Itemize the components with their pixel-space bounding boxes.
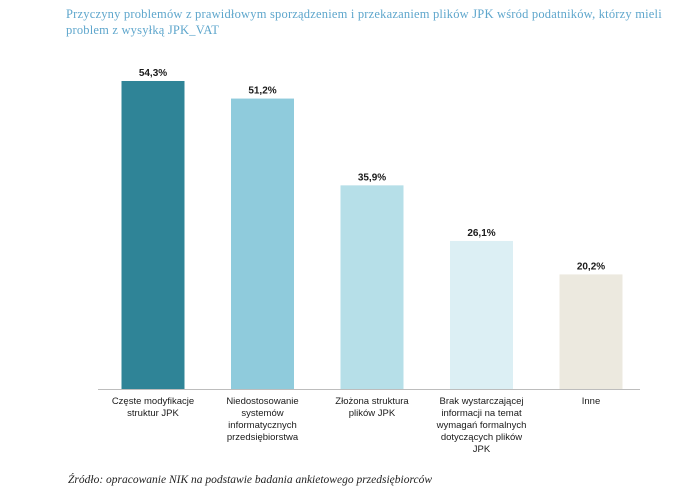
category-label-1: Częste modyfikacje struktur JPK — [112, 396, 194, 419]
bar-4 — [450, 240, 513, 389]
value-labels-group: 54,3% 51,2% 35,9% 26,1% 20,2% — [139, 68, 605, 272]
bars-group — [121, 80, 623, 390]
chart-title: Przyczyny problemów z prawidłowym sporzą… — [66, 7, 662, 37]
bar-2 — [231, 98, 294, 389]
category-label-5: Inne — [582, 396, 601, 407]
source-note: Źródło: opracowanie NIK na podstawie bad… — [68, 474, 433, 486]
bar-3 — [340, 185, 404, 389]
bar-5 — [559, 274, 623, 389]
category-label-3: Złożona struktura plików JPK — [335, 396, 409, 419]
value-label-2: 51,2% — [248, 86, 276, 97]
category-label-4: Brak wystarczającej informacji na temat wy… — [436, 396, 527, 455]
value-label-1: 54,3% — [139, 68, 167, 79]
value-label-3: 35,9% — [358, 172, 386, 183]
category-label-2: Niedostosowanie systemów informatycznych pr… — [226, 396, 299, 443]
bar-1 — [121, 80, 185, 390]
value-label-5: 20,2% — [577, 261, 605, 272]
value-label-4: 26,1% — [467, 228, 495, 239]
category-labels-group: Częste modyfikacje struktur JPK Niedostoso… — [112, 396, 600, 455]
